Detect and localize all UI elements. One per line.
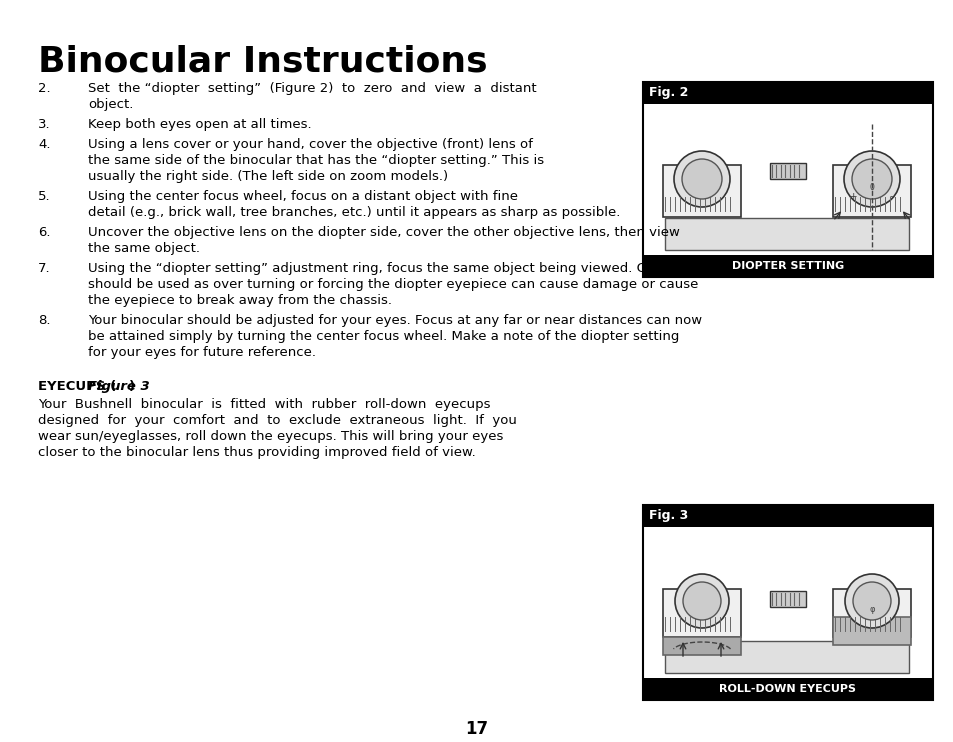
Text: Using the center focus wheel, focus on a distant object with fine: Using the center focus wheel, focus on a…	[88, 190, 517, 203]
Bar	[642, 678, 932, 700]
Ellipse shape	[851, 159, 891, 199]
Ellipse shape	[852, 582, 890, 620]
Ellipse shape	[681, 159, 721, 199]
Bar	[642, 505, 932, 700]
Bar	[832, 589, 910, 637]
Text: Uncover the objective lens on the diopter side, cover the other objective lens, : Uncover the objective lens on the diopte…	[88, 226, 679, 239]
Text: Your binocular should be adjusted for your eyes. Focus at any far or near distan: Your binocular should be adjusted for yo…	[88, 314, 701, 327]
Ellipse shape	[844, 574, 898, 628]
Text: wear sun/eyeglasses, roll down the eyecups. This will bring your eyes: wear sun/eyeglasses, roll down the eyecu…	[38, 430, 503, 443]
Bar	[642, 505, 932, 527]
Text: -: -	[888, 192, 892, 201]
Text: 5.: 5.	[38, 190, 51, 203]
Text: ): )	[129, 380, 134, 393]
Bar	[832, 165, 910, 217]
Ellipse shape	[843, 151, 899, 207]
Text: should be used as over turning or forcing the diopter eyepiece can cause damage : should be used as over turning or forcin…	[88, 278, 698, 291]
Text: usually the right side. (The left side on zoom models.): usually the right side. (The left side o…	[88, 170, 448, 183]
Text: 6.: 6.	[38, 226, 51, 239]
Bar	[664, 641, 908, 673]
Text: DIOPTER SETTING: DIOPTER SETTING	[731, 261, 843, 271]
Text: Figure 3: Figure 3	[88, 380, 150, 393]
Text: designed  for  your  comfort  and  to  exclude  extraneous  light.  If  you: designed for your comfort and to exclude…	[38, 414, 517, 427]
Text: be attained simply by turning the center focus wheel. Make a note of the diopter: be attained simply by turning the center…	[88, 330, 679, 343]
Bar	[662, 637, 740, 655]
Bar	[642, 255, 932, 277]
Text: EYECUPS (: EYECUPS (	[38, 380, 116, 393]
Text: Using a lens cover or your hand, cover the objective (front) lens of: Using a lens cover or your hand, cover t…	[88, 138, 533, 151]
Text: Using the “diopter setting” adjustment ring, focus the same object being viewed.: Using the “diopter setting” adjustment r…	[88, 262, 687, 275]
Ellipse shape	[675, 574, 728, 628]
Text: φ: φ	[868, 605, 874, 614]
Text: object.: object.	[88, 98, 133, 111]
Text: the eyepiece to break away from the chassis.: the eyepiece to break away from the chas…	[88, 294, 392, 307]
Text: Set  the “diopter  setting”  (Figure 2)  to  zero  and  view  a  distant: Set the “diopter setting” (Figure 2) to …	[88, 82, 536, 95]
Text: 3.: 3.	[38, 118, 51, 131]
Text: Binocular Instructions: Binocular Instructions	[38, 45, 487, 79]
Text: the same object.: the same object.	[88, 242, 200, 255]
Bar	[664, 218, 908, 250]
Text: 17: 17	[465, 720, 488, 738]
Bar	[642, 82, 932, 104]
Text: Fig. 3: Fig. 3	[648, 509, 687, 522]
Text: 4.: 4.	[38, 138, 51, 151]
Text: for your eyes for future reference.: for your eyes for future reference.	[88, 346, 315, 359]
Text: detail (e.g., brick wall, tree branches, etc.) until it appears as sharp as poss: detail (e.g., brick wall, tree branches,…	[88, 206, 619, 219]
Ellipse shape	[682, 582, 720, 620]
Text: closer to the binocular lens thus providing improved field of view.: closer to the binocular lens thus provid…	[38, 446, 476, 459]
Text: 7.: 7.	[38, 262, 51, 275]
Bar	[642, 82, 932, 277]
Text: Keep both eyes open at all times.: Keep both eyes open at all times.	[88, 118, 312, 131]
Text: ROLL-DOWN EYECUPS: ROLL-DOWN EYECUPS	[719, 684, 856, 694]
Text: Fig. 2: Fig. 2	[648, 86, 688, 99]
Text: Your  Bushnell  binocular  is  fitted  with  rubber  roll-down  eyecups: Your Bushnell binocular is fitted with r…	[38, 398, 490, 411]
Bar	[769, 591, 805, 607]
Text: 2.: 2.	[38, 82, 51, 95]
Text: the same side of the binocular that has the “diopter setting.” This is: the same side of the binocular that has …	[88, 154, 543, 167]
Bar	[662, 589, 740, 637]
Text: 8.: 8.	[38, 314, 51, 327]
Text: +: +	[848, 192, 856, 201]
Bar	[662, 165, 740, 217]
Text: 0: 0	[868, 183, 874, 192]
Ellipse shape	[673, 151, 729, 207]
Bar	[769, 163, 805, 179]
Bar	[832, 617, 910, 645]
